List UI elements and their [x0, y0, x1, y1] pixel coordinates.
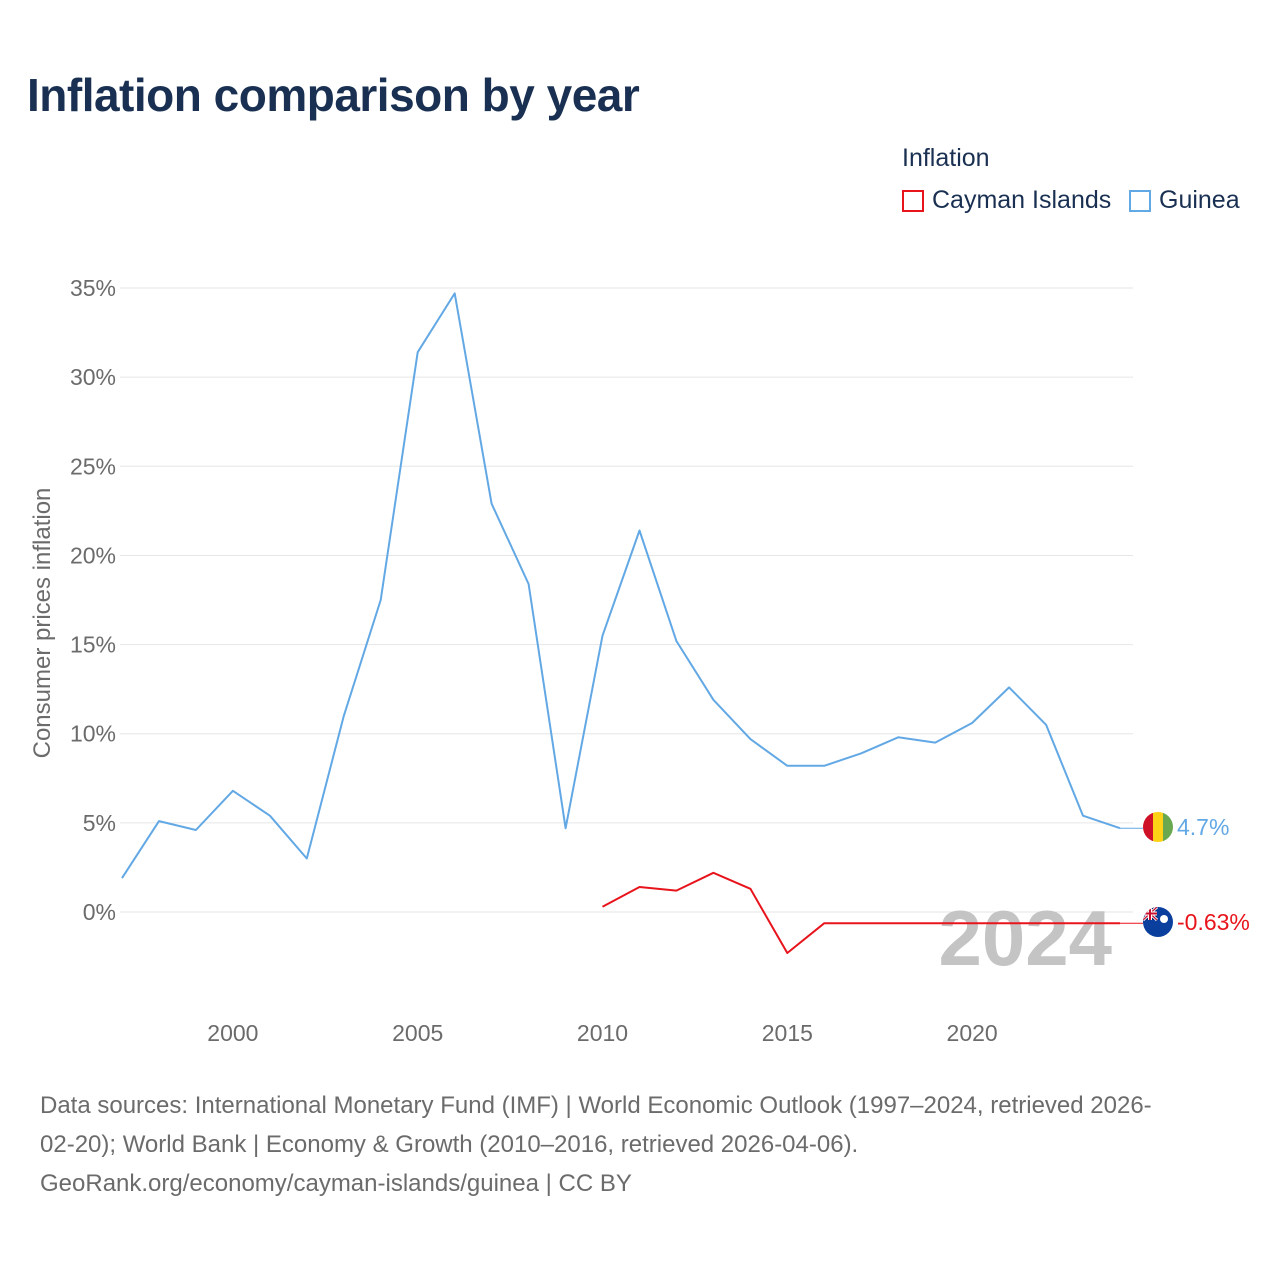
sources-line-1: Data sources: International Monetary Fun…: [40, 1092, 1152, 1119]
year-watermark: 2024: [938, 894, 1112, 982]
series-line-cayman-islands[interactable]: [602, 871, 1121, 954]
sources-line-2: 02-20); World Bank | Economy & Growth (2…: [40, 1131, 859, 1158]
guinea-flag-icon: [1143, 812, 1173, 842]
x-tick-label: 2020: [947, 1020, 998, 1046]
legend-item-cayman-islands[interactable]: Cayman Islands: [902, 186, 1111, 215]
legend-label-guinea: Guinea: [1159, 186, 1240, 214]
legend-label-cayman-islands: Cayman Islands: [932, 186, 1112, 214]
source-link[interactable]: GeoRank.org/economy/cayman-islands/guine…: [40, 1170, 632, 1197]
y-tick-label: 5%: [83, 810, 116, 836]
data-sources: Data sources: International Monetary Fun…: [40, 1086, 1250, 1203]
y-tick-label: 10%: [70, 721, 116, 747]
end-value-label-guinea: 4.7%: [1177, 814, 1229, 840]
end-value-label-cayman-islands: -0.63%: [1177, 909, 1250, 935]
legend-swatch-guinea: [1129, 189, 1151, 212]
page-title: Inflation comparison by year: [27, 69, 640, 121]
y-axis-label: Consumer prices inflation: [29, 488, 56, 759]
x-tick-label: 2000: [207, 1020, 258, 1046]
y-tick-label: 15%: [70, 632, 116, 658]
legend-title: Inflation: [902, 144, 990, 172]
y-tick-label: 25%: [70, 453, 116, 479]
series-line-guinea[interactable]: [121, 292, 1121, 879]
legend-item-guinea[interactable]: Guinea: [1129, 186, 1240, 215]
x-tick-label: 2015: [762, 1020, 813, 1046]
legend-swatch-cayman-islands: [902, 189, 924, 212]
y-tick-label: 20%: [70, 542, 116, 568]
y-tick-label: 0%: [83, 899, 116, 925]
line-chart: 0% 5% 10% 15% 20% 25% 30% 35% 2000 2005 2010 2015 2…: [29, 275, 1250, 1046]
x-tick-label: 2005: [392, 1020, 443, 1046]
y-tick-label: 35%: [70, 275, 116, 301]
y-tick-label: 30%: [70, 364, 116, 390]
cayman-islands-flag-icon: [1143, 907, 1173, 937]
x-tick-label: 2010: [577, 1020, 628, 1046]
